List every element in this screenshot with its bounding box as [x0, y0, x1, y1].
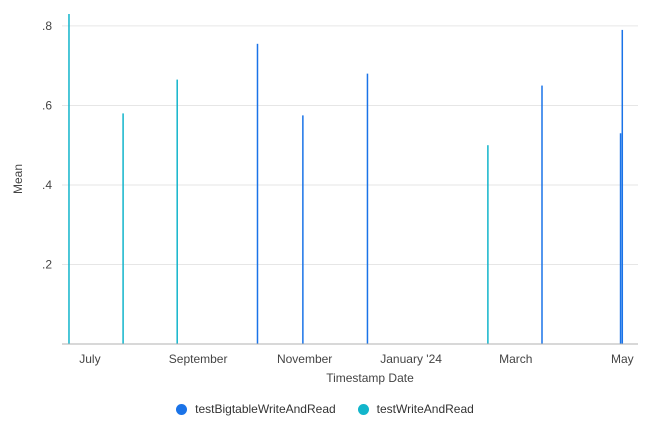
bar-bigtable[interactable] [256, 43, 259, 345]
x-tick-label: May [611, 352, 634, 366]
bar-bigtable[interactable] [541, 85, 543, 345]
x-tick-label: March [499, 352, 532, 366]
chart-canvas: July September November January '24 March May… [11, 14, 638, 385]
bar-bigtable[interactable] [302, 115, 304, 344]
bar-bigtable[interactable] [619, 133, 622, 344]
bar-writeandread[interactable] [487, 145, 489, 344]
legend-label: testBigtableWriteAndRead [195, 402, 336, 416]
x-axis-title: Timestamp Date [326, 371, 414, 385]
bar-writeandread[interactable] [176, 79, 178, 344]
data-bars [68, 14, 624, 345]
bar-bigtable[interactable] [366, 73, 369, 345]
x-tick-label: January '24 [380, 352, 442, 366]
x-axis-ticks: July September November January '24 March May [79, 352, 633, 366]
x-tick-label: November [277, 352, 332, 366]
legend-item-bigtable[interactable]: testBigtableWriteAndRead [176, 402, 336, 416]
legend-item-writeandread[interactable]: testWriteAndRead [357, 402, 474, 416]
legend-dot-icon [357, 403, 369, 415]
bar-writeandread[interactable] [122, 113, 124, 345]
legend-dot-icon [176, 403, 188, 415]
x-tick-label: July [79, 352, 100, 366]
y-tick-label: .8 [42, 19, 52, 33]
y-tick-label: .4 [42, 178, 52, 192]
legend: testBigtableWriteAndRead testWriteAndRea… [0, 402, 650, 416]
y-axis-ticks: .2 .4 .6 .8 [42, 19, 52, 272]
x-tick-label: September [169, 352, 228, 366]
y-axis-title: Mean [11, 164, 25, 194]
y-tick-label: .6 [42, 98, 52, 112]
y-tick-label: .2 [42, 257, 52, 271]
legend-label: testWriteAndRead [376, 402, 474, 416]
bar-writeandread[interactable] [68, 14, 70, 344]
bar-bigtable[interactable] [621, 29, 624, 344]
gridlines [62, 25, 638, 265]
